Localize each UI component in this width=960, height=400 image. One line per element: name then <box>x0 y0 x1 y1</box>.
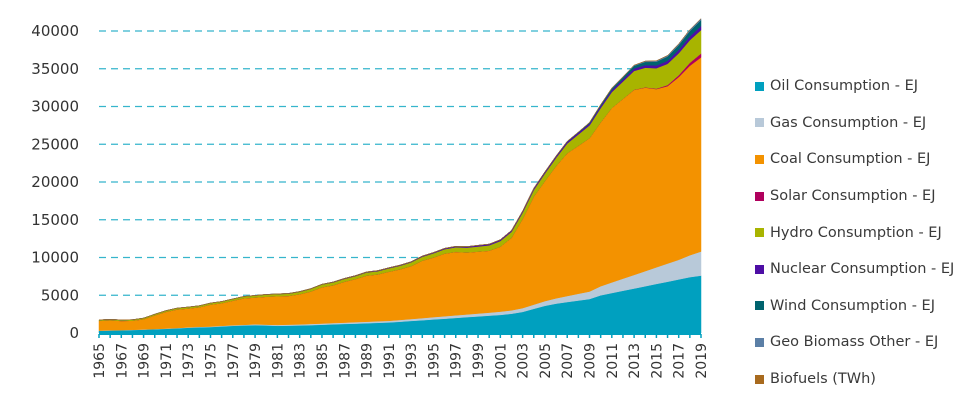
legend-swatch <box>755 337 764 347</box>
legend-label: Oil Consumption - EJ <box>770 78 919 95</box>
legend-label: Wind Consumption - EJ <box>770 297 935 314</box>
x-tick-label: 1971 <box>159 343 175 379</box>
legend-label: Solar Consumption - EJ <box>770 188 936 205</box>
y-tick-label: 25000 <box>31 135 79 153</box>
y-tick-label: 0 <box>69 324 79 342</box>
legend-item: Nuclear Consumption - EJ <box>755 251 954 288</box>
y-tick-label: 15000 <box>31 211 79 229</box>
legend-swatch <box>755 81 764 91</box>
legend-label: Coal Consumption - EJ <box>770 151 931 168</box>
x-tick-label: 2013 <box>627 343 643 379</box>
y-tick-label: 35000 <box>31 60 79 78</box>
x-tick-label: 1979 <box>248 343 264 379</box>
x-tick-label: 1983 <box>293 343 309 379</box>
x-tick-label: 1981 <box>270 343 286 379</box>
x-tick-label: 1997 <box>449 343 465 379</box>
legend-label: Geo Biomass Other - EJ <box>770 334 939 351</box>
legend-item: Solar Consumption - EJ <box>755 178 954 215</box>
x-tick-label: 1999 <box>471 343 487 379</box>
x-tick-label: 1969 <box>137 343 153 379</box>
x-tick-label: 1973 <box>181 343 197 379</box>
x-tick-label: 1967 <box>114 343 130 379</box>
x-tick-label: 1965 <box>92 343 108 379</box>
legend-label: Hydro Consumption - EJ <box>770 224 942 241</box>
x-tick-label: 2005 <box>538 343 554 379</box>
x-tick-label: 2017 <box>672 343 688 379</box>
y-tick-label: 30000 <box>31 98 79 116</box>
legend-label: Nuclear Consumption - EJ <box>770 261 955 278</box>
y-tick-label: 40000 <box>31 22 79 40</box>
y-tick-label: 10000 <box>31 249 79 267</box>
x-tick-label: 1995 <box>426 343 442 379</box>
x-tick-label: 2015 <box>649 343 665 379</box>
legend-item: Wind Consumption - EJ <box>755 288 954 325</box>
x-tick-label: 1987 <box>337 343 353 379</box>
legend-label: Biofuels (TWh) <box>770 371 876 388</box>
x-tick-label: 2009 <box>583 343 599 379</box>
legend-item: Coal Consumption - EJ <box>755 141 954 178</box>
legend-item: Hydro Consumption - EJ <box>755 214 954 251</box>
x-axis-ticks: 1965 1967 1969 1971 1973 1975 1977 1979 1981 1983… <box>92 343 710 379</box>
legend-swatch <box>755 191 764 201</box>
x-tick-label: 2003 <box>516 343 532 379</box>
legend-item: Biofuels (TWh) <box>755 361 954 398</box>
y-tick-label: 5000 <box>41 286 79 304</box>
x-tick-label: 1985 <box>315 343 331 379</box>
legend-swatch <box>755 374 764 384</box>
x-axis <box>98 333 702 338</box>
x-tick-label: 1989 <box>360 343 376 379</box>
x-tick-label: 1991 <box>382 343 398 379</box>
gridlines <box>99 30 701 296</box>
legend-item: Gas Consumption - EJ <box>755 105 954 142</box>
x-tick-label: 2007 <box>560 343 576 379</box>
area-biofuels-twh <box>98 18 702 321</box>
x-tick-label: 1975 <box>203 343 219 379</box>
y-tick-label: 20000 <box>31 173 79 191</box>
legend-swatch <box>755 264 764 274</box>
legend-item: Geo Biomass Other - EJ <box>755 324 954 361</box>
x-tick-label: 2019 <box>694 343 710 379</box>
legend-label: Gas Consumption - EJ <box>770 114 927 131</box>
x-tick-label: 1993 <box>404 343 420 379</box>
y-axis-ticks: 0 5000 10000 15000 20000 25000 30000 35000 40000 <box>31 22 79 342</box>
legend-swatch <box>755 228 764 238</box>
legend-item: Oil Consumption - EJ <box>755 68 954 105</box>
x-tick-label: 1977 <box>226 343 242 379</box>
x-tick-label: 2001 <box>493 343 509 379</box>
legend: Oil Consumption - EJ Gas Consumption - EJ… <box>755 68 954 397</box>
legend-swatch <box>755 118 764 128</box>
legend-swatch <box>755 301 764 311</box>
x-tick-label: 2011 <box>605 343 621 379</box>
area-series <box>98 18 702 334</box>
legend-swatch <box>755 154 764 164</box>
